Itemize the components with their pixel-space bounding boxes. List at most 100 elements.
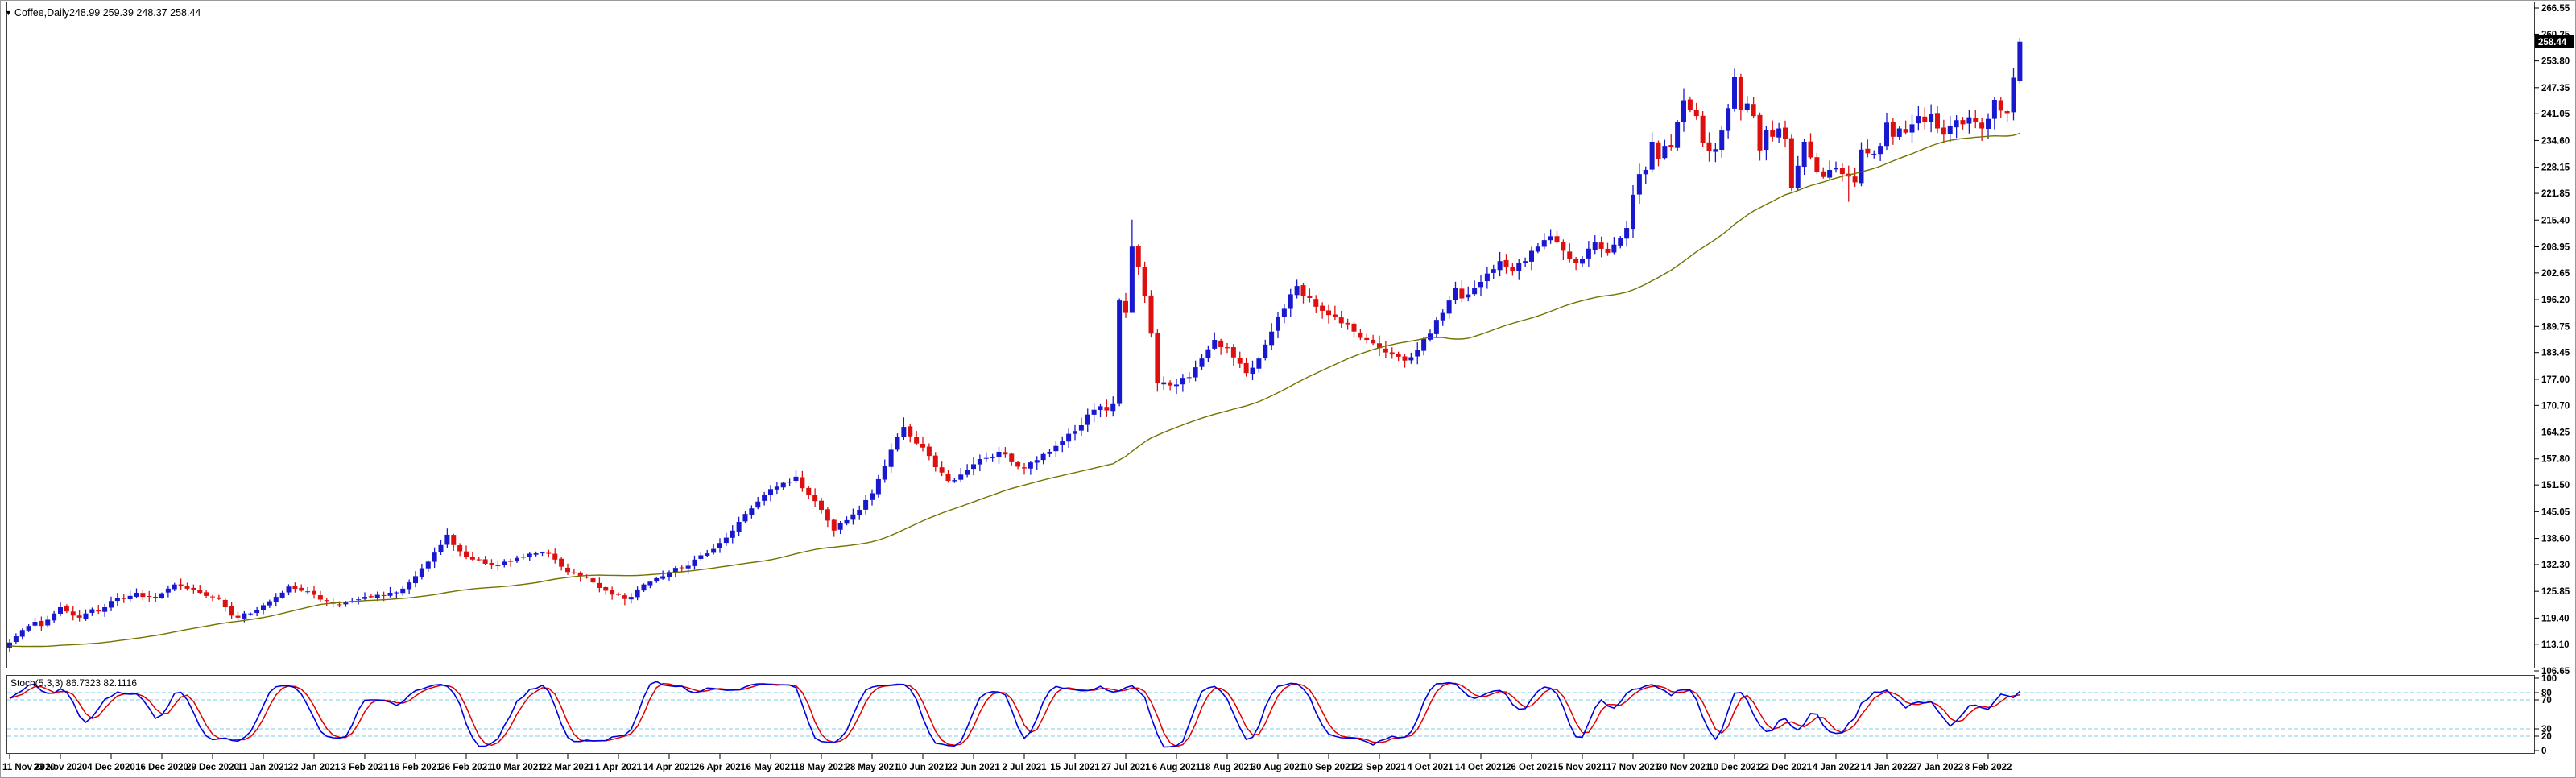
date-tick-label: 30 Aug 2021 [1251, 763, 1305, 772]
candle [39, 616, 44, 631]
candle-body [13, 636, 19, 643]
candle [870, 489, 875, 506]
candle [1459, 279, 1465, 303]
candle [1871, 150, 1877, 159]
candle-body [983, 457, 989, 459]
candle-body [667, 572, 672, 577]
candle-body [299, 587, 304, 591]
candle-body [654, 577, 660, 582]
candle [1783, 120, 1788, 148]
candle-body [635, 589, 640, 598]
date-tick-label: 1 Apr 2021 [595, 763, 642, 772]
date-tick-label: 22 Sep 2021 [1353, 763, 1406, 772]
candle [1193, 360, 1198, 382]
candle [908, 423, 913, 443]
candle [806, 486, 812, 500]
candle-body [121, 598, 126, 599]
candle-body [1199, 358, 1205, 367]
candle-body [926, 446, 932, 457]
candle-body [1009, 453, 1015, 462]
candle-body [1903, 129, 1908, 133]
candle [1028, 461, 1033, 475]
candle [64, 604, 69, 614]
candle-body [1040, 453, 1046, 461]
candle [1643, 166, 1648, 184]
candle-body [374, 594, 380, 598]
candle [222, 598, 228, 612]
candle-body [996, 451, 1002, 457]
candle-body [1662, 146, 1668, 159]
candle-body [1491, 269, 1496, 273]
candle [787, 478, 792, 486]
main-chart-frame [6, 2, 2535, 668]
candle-body [622, 595, 627, 599]
candle-body [1225, 347, 1230, 349]
candle [1066, 428, 1072, 449]
candle-body [515, 557, 519, 562]
candle [19, 628, 25, 640]
candle [875, 474, 881, 498]
candle-body [1129, 246, 1135, 313]
date-tick-label: 10 Sep 2021 [1302, 763, 1355, 772]
candle [990, 453, 995, 462]
price-tick-label: 183.45 [2541, 349, 2570, 358]
stochastic-main-line [9, 681, 2020, 748]
candle [698, 552, 704, 561]
candle-body [1104, 407, 1110, 411]
candle-body [831, 519, 837, 531]
candle [1770, 120, 1776, 142]
candle-body [286, 586, 292, 593]
candle-body [1852, 176, 1858, 183]
price-tick-label: 202.65 [2541, 269, 2570, 279]
candle-body [1726, 108, 1731, 131]
candle [825, 507, 830, 528]
candle-body [279, 592, 285, 598]
candle-body [1174, 384, 1179, 387]
candle-body [1821, 171, 1826, 177]
candle [127, 590, 133, 603]
candle [1060, 436, 1065, 453]
stochastic-plot-area[interactable] [7, 676, 2533, 752]
date-tick-label: 11 Jan 2021 [238, 763, 290, 772]
candle-body [1839, 168, 1845, 175]
candle-body [1186, 377, 1192, 379]
candle [965, 464, 970, 478]
panel-divider[interactable] [7, 668, 2533, 674]
candle [679, 565, 684, 572]
candle-body [64, 606, 69, 612]
candle-body [590, 578, 596, 583]
candle [932, 452, 938, 472]
date-tick-label: 3 Feb 2021 [341, 763, 389, 772]
candle [1561, 239, 1566, 260]
candle-body [1966, 117, 1972, 124]
candle-body [1523, 261, 1528, 263]
candle-body [1795, 165, 1801, 188]
candle-body [888, 449, 894, 467]
price-tick-label: 138.60 [2541, 535, 2570, 544]
candlesticks [7, 37, 2023, 652]
candle [305, 587, 311, 595]
chart-dropdown-icon[interactable]: ▼ [5, 9, 12, 17]
date-tick-label: 15 Jul 2021 [1050, 763, 1100, 772]
price-axis[interactable]: 266.55260.25253.80247.35241.05234.60228.… [2534, 4, 2570, 677]
candle-body [1668, 145, 1674, 147]
candle [1472, 280, 1478, 296]
candle [1726, 103, 1731, 139]
candle-body [1205, 349, 1211, 358]
date-tick-label: 22 Jan 2021 [288, 763, 341, 772]
candle-body [317, 595, 323, 600]
price-tick-label: 266.55 [2541, 4, 2570, 14]
candle-body [39, 620, 44, 627]
candle-body [540, 552, 545, 554]
candle [768, 485, 773, 502]
candle-body [736, 522, 742, 532]
candle-body [147, 596, 152, 598]
candle-body [971, 464, 976, 470]
candle [1573, 256, 1579, 271]
main-chart-plot-area[interactable] [7, 2, 2533, 667]
candle [831, 518, 837, 537]
candle [52, 610, 57, 623]
candle [121, 594, 126, 603]
